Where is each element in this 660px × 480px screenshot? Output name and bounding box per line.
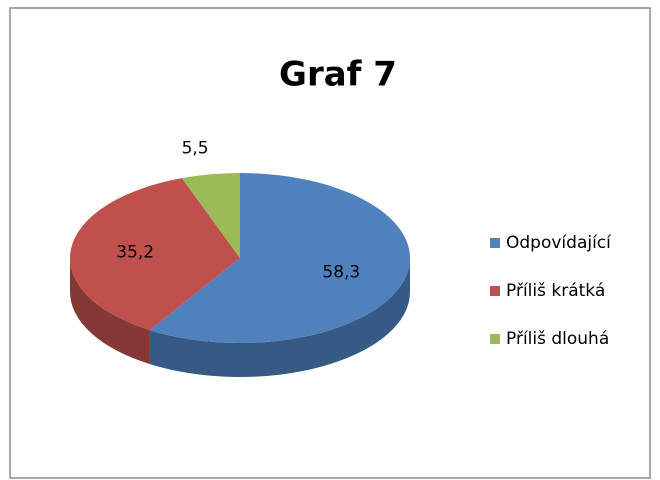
legend-swatch: [490, 286, 500, 296]
pie-slice: [149, 173, 411, 343]
data-label: 58,3: [322, 263, 360, 283]
pie-side: [149, 258, 410, 377]
chart-title: Graf 7: [279, 55, 397, 95]
pie-side: [70, 258, 150, 365]
legend-swatch: [490, 334, 500, 344]
data-label: 35,2: [116, 242, 154, 262]
legend-swatch: [490, 238, 500, 248]
legend-label: Příliš dlouhá: [506, 329, 609, 349]
data-label: 5,5: [182, 138, 209, 158]
legend-label: Odpovídající: [506, 233, 612, 253]
legend-label: Příliš krátká: [506, 281, 605, 301]
pie-slice: [181, 173, 240, 258]
pie-slice: [70, 178, 240, 331]
